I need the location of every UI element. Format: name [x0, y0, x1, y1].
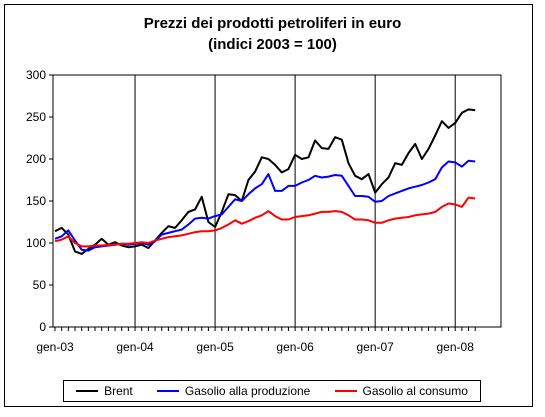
- series-line-2: [54, 196, 476, 248]
- legend-swatch-gasolio-consumo: [334, 390, 357, 392]
- x-tick-label: gen-06: [276, 340, 314, 354]
- x-tick-label: gen-05: [196, 340, 234, 354]
- legend-swatch-gasolio-produzione: [156, 390, 179, 392]
- y-tick-label: 100: [26, 236, 46, 250]
- legend: Brent Gasolio alla produzione Gasolio al…: [63, 380, 481, 402]
- y-tick-label: 50: [33, 278, 47, 292]
- series-line-1: [54, 159, 476, 252]
- x-tick-label: gen-07: [356, 340, 394, 354]
- chart-subtitle: (indici 2003 = 100): [208, 36, 337, 53]
- legend-label-gasolio-produzione: Gasolio alla produzione: [184, 384, 311, 398]
- chart-title-line1: Prezzi dei prodotti petroliferi in euro: [143, 15, 402, 32]
- y-tick-label: 300: [26, 68, 46, 82]
- legend-item-brent: Brent: [76, 384, 133, 398]
- legend-item-gasolio-produzione: Gasolio alla produzione: [156, 384, 311, 398]
- x-tick-label: gen-04: [116, 340, 154, 354]
- plot-area-border: [52, 74, 502, 328]
- y-tick-label: 150: [26, 194, 46, 208]
- legend-label-gasolio-consumo: Gasolio al consumo: [362, 384, 468, 398]
- legend-label-brent: Brent: [104, 384, 133, 398]
- legend-item-gasolio-consumo: Gasolio al consumo: [334, 384, 468, 398]
- x-tick-label: gen-03: [36, 340, 74, 354]
- y-tick-label: 250: [26, 110, 46, 124]
- chart-title: Prezzi dei prodotti petroliferi in euro …: [0, 13, 545, 55]
- series-line-0: [54, 108, 476, 255]
- y-tick-label: 200: [26, 152, 46, 166]
- y-tick-label: 0: [39, 320, 46, 334]
- legend-swatch-brent: [76, 390, 99, 392]
- x-tick-label: gen-08: [437, 340, 475, 354]
